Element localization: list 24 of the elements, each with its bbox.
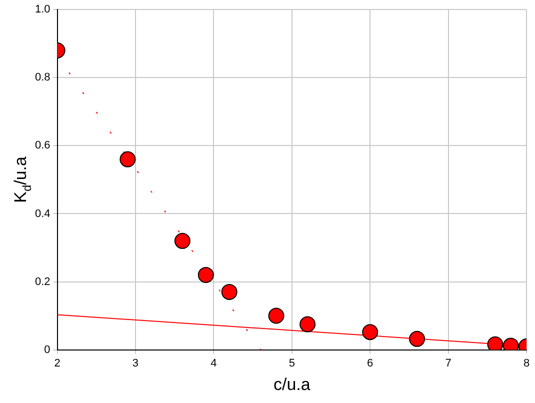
point	[362, 324, 378, 340]
x-tick-label: 6	[367, 357, 374, 370]
point	[221, 284, 238, 300]
point	[409, 330, 426, 347]
y-tick-label: 1.0	[34, 4, 50, 16]
point	[300, 316, 316, 332]
point	[120, 151, 136, 168]
y-tick-label: 0.8	[34, 72, 50, 84]
x-tick-label: 8	[523, 357, 530, 370]
x-tick-label: 4	[210, 357, 217, 370]
y-axis-title: Kd/u.a	[11, 156, 34, 203]
x-tick-label: 2	[54, 357, 60, 370]
x-tick-label: 5	[288, 357, 295, 370]
y-tick-label: 0.6	[34, 140, 50, 152]
point	[268, 308, 284, 324]
y-tick-label: 0.2	[34, 276, 50, 288]
point	[198, 266, 214, 283]
x-axis-title: c/u.a	[273, 375, 311, 394]
x-tick-label: 7	[445, 357, 452, 370]
x-tick-label: 3	[132, 357, 139, 370]
y-tick-label: 0.4	[34, 208, 50, 220]
y-tick-label: 0	[44, 344, 50, 356]
point	[487, 336, 504, 350]
point	[174, 232, 190, 249]
